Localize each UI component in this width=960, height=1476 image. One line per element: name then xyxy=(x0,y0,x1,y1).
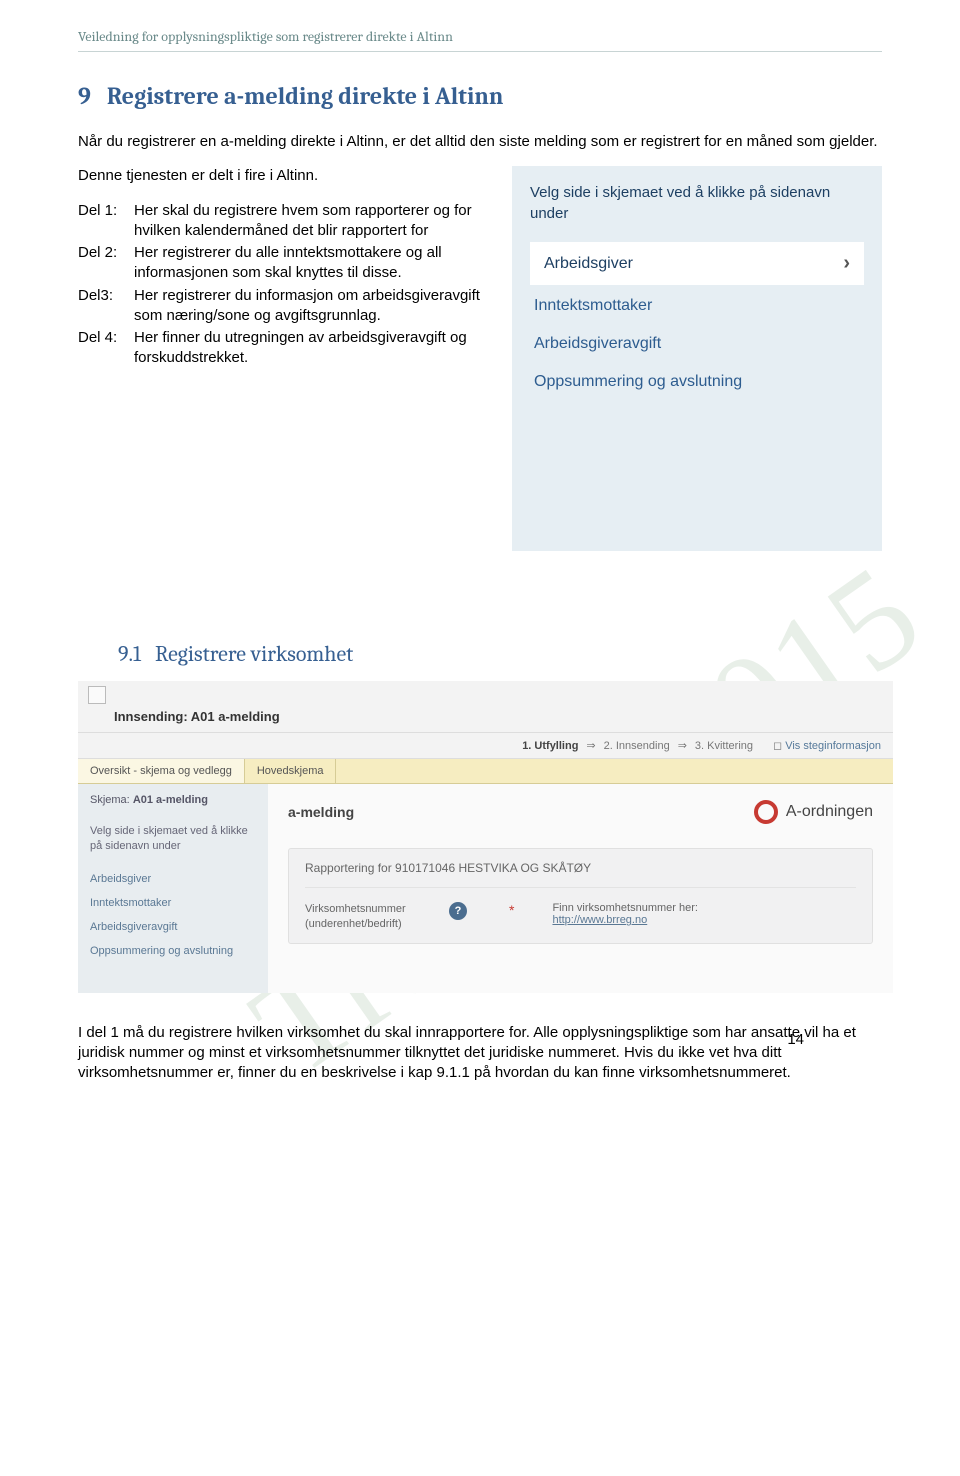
field-label: Virksomhetsnummer (underenhet/bedrift) xyxy=(305,902,435,931)
sidenav-item-selected[interactable]: Arbeidsgiver › xyxy=(530,242,864,285)
altinn-top-bar xyxy=(78,681,893,705)
intro-paragraph: Når du registrerer en a-melding direkte … xyxy=(78,132,878,152)
del-text: Her registrerer du informasjon om arbeid… xyxy=(134,286,492,327)
del-row: Del 2: Her registrerer du alle inntektsm… xyxy=(78,243,492,284)
heading-2: 9.1 Registrere virksomhet xyxy=(118,641,882,667)
side-link-oppsummering[interactable]: Oppsummering og avslutning xyxy=(90,939,256,963)
h1-title: Registrere a-melding direkte i Altinn xyxy=(107,82,504,110)
del-text: Her registrerer du alle inntektsmottaker… xyxy=(134,243,492,284)
brand-label: A-ordningen xyxy=(786,803,873,821)
h2-title: Registrere virksomhet xyxy=(155,641,353,667)
del-label: Del 1: xyxy=(78,201,134,242)
page-header: Veiledning for opplysningspliktige som r… xyxy=(78,28,882,52)
sidenav-link[interactable]: Oppsummering og avslutning xyxy=(530,363,864,401)
altinn-screenshot: Innsending: A01 a-melding 1. Utfylling ⇒… xyxy=(78,681,893,993)
required-asterisk-icon: * xyxy=(509,902,514,918)
del-text: Her finner du utregningen av arbeidsgive… xyxy=(134,328,492,369)
del-row: Del 1: Her skal du registrere hvem som r… xyxy=(78,201,492,242)
finn-label: Finn virksomhetsnummer her: xyxy=(552,902,698,914)
del-label: Del 4: xyxy=(78,328,134,369)
altinn-innsending: Innsending: A01 a-melding xyxy=(78,705,893,732)
arrow-icon: ⇒ xyxy=(586,739,595,752)
step-info-link[interactable]: Vis steginformasjon xyxy=(785,740,881,752)
arrow-icon: ⇒ xyxy=(678,739,687,752)
side-link-arbeidsgiveravgift[interactable]: Arbeidsgiveravgift xyxy=(90,915,256,939)
h2-number: 9.1 xyxy=(118,641,141,667)
del-list: Del 1: Her skal du registrere hvem som r… xyxy=(78,201,492,369)
heading-1: 9 Registrere a-melding direkte i Altinn xyxy=(78,82,882,110)
altinn-step-bar: 1. Utfylling ⇒ 2. Innsending ⇒ 3. Kvitte… xyxy=(78,732,893,759)
del-label: Del3: xyxy=(78,286,134,327)
tab-oversikt[interactable]: Oversikt - skjema og vedlegg xyxy=(78,759,245,783)
sidenav-link[interactable]: Arbeidsgiveravgift xyxy=(530,325,864,363)
step-2: 2. Innsending xyxy=(604,740,670,752)
del-row: Del 4: Her finner du utregningen av arbe… xyxy=(78,328,492,369)
sidenav-link[interactable]: Inntektsmottaker xyxy=(530,287,864,325)
main-title: a-melding xyxy=(288,804,354,820)
step-3: 3. Kvittering xyxy=(695,740,753,752)
subheading: Denne tjenesten er delt i fire i Altinn. xyxy=(78,166,492,186)
del-text: Her skal du registrere hvem som rapporte… xyxy=(134,201,492,242)
chevron-right-icon: › xyxy=(843,252,850,275)
side-link-arbeidsgiver[interactable]: Arbeidsgiver xyxy=(90,867,256,891)
altinn-main: a-melding A-ordningen Rapportering for 9… xyxy=(268,784,893,993)
page-number: 14 xyxy=(787,1031,804,1048)
h1-number: 9 xyxy=(78,82,91,110)
side-instruction: Velg side i skjemaet ved å klikke på sid… xyxy=(90,824,256,853)
brand: A-ordningen xyxy=(754,800,873,824)
sidenav-panel: Velg side i skjemaet ved å klikke på sid… xyxy=(512,166,882,551)
body-paragraph: I del 1 må du registrere hvilken virksom… xyxy=(78,1023,882,1084)
del-row: Del3: Her registrerer du informasjon om … xyxy=(78,286,492,327)
report-for: Rapportering for 910171046 HESTVIKA OG S… xyxy=(305,861,856,888)
skjema-title: Skjema: A01 a-melding xyxy=(90,794,256,814)
altinn-tabs: Oversikt - skjema og vedlegg Hovedskjema xyxy=(78,759,893,784)
report-panel: Rapportering for 910171046 HESTVIKA OG S… xyxy=(288,848,873,944)
brreg-link[interactable]: http://www.brreg.no xyxy=(552,914,647,926)
tab-hovedskjema[interactable]: Hovedskjema xyxy=(245,759,337,783)
side-link-inntektsmottaker[interactable]: Inntektsmottaker xyxy=(90,891,256,915)
a-ordningen-icon xyxy=(754,800,778,824)
altinn-side-nav: Skjema: A01 a-melding Velg side i skjema… xyxy=(78,784,268,993)
sidenav-item-label: Arbeidsgiver xyxy=(544,255,633,273)
sidenav-heading: Velg side i skjemaet ved å klikke på sid… xyxy=(530,182,864,224)
del-label: Del 2: xyxy=(78,243,134,284)
help-icon[interactable]: ? xyxy=(449,902,467,920)
step-1: 1. Utfylling xyxy=(522,740,578,752)
